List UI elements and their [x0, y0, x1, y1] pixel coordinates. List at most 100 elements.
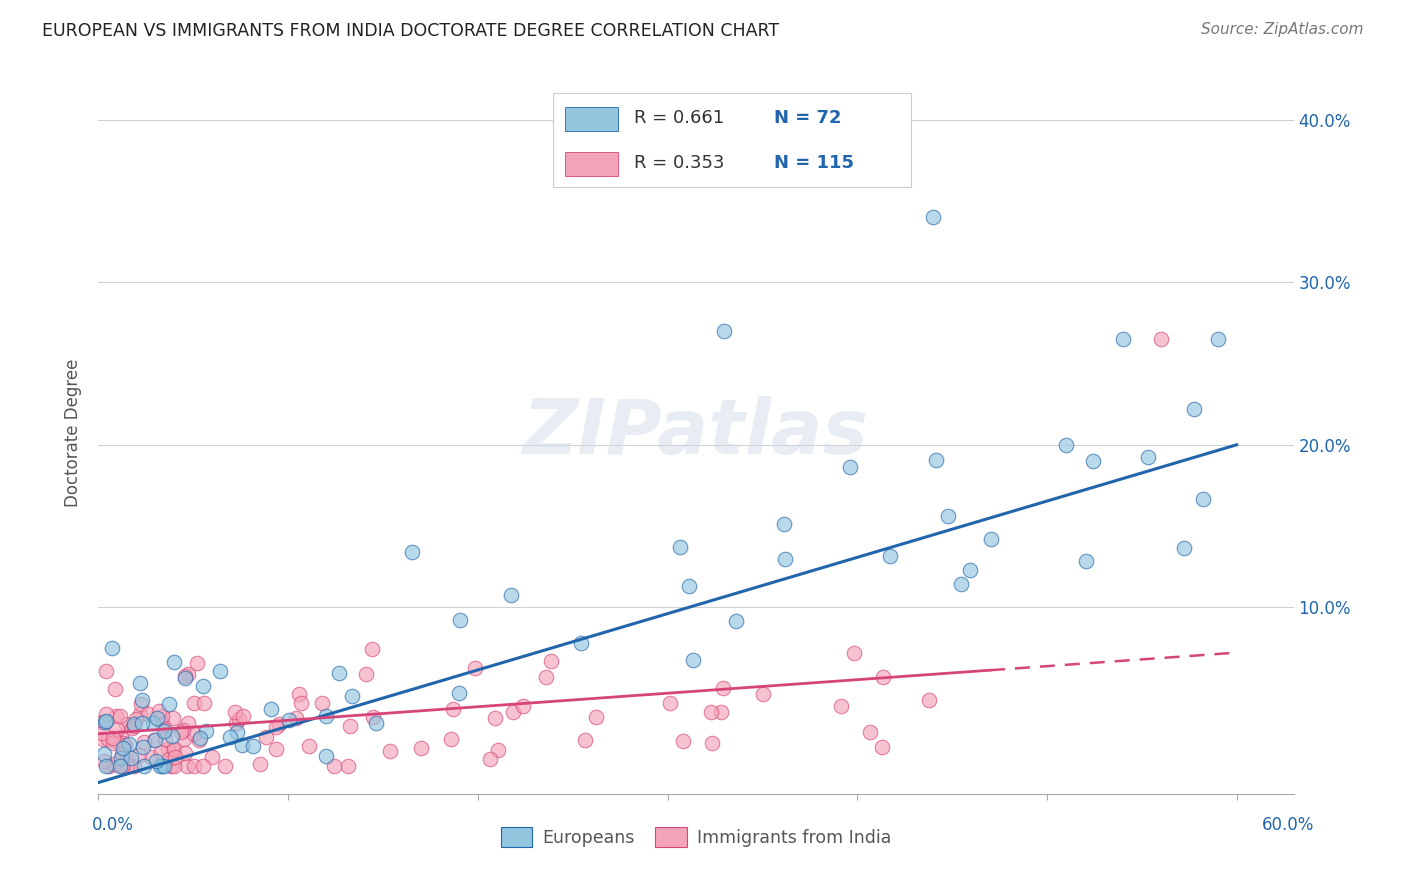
Point — [153, 724, 176, 739]
Text: N = 72: N = 72 — [773, 110, 841, 128]
Point — [1112, 332, 1135, 346]
Point — [122, 719, 145, 733]
Point — [669, 540, 692, 554]
Text: N = 115: N = 115 — [773, 154, 853, 172]
Point — [104, 682, 127, 697]
Point — [150, 745, 173, 759]
Point — [157, 752, 180, 766]
Point — [254, 730, 277, 744]
Point — [922, 211, 945, 225]
Point — [700, 705, 723, 719]
Point — [449, 613, 471, 627]
Point — [118, 738, 141, 752]
Point — [711, 681, 734, 695]
Point — [409, 740, 432, 755]
Point — [162, 742, 184, 756]
Point — [176, 759, 198, 773]
Point — [659, 696, 682, 710]
Point — [183, 727, 205, 741]
Point — [1192, 491, 1215, 506]
Point — [1206, 332, 1229, 346]
Point — [177, 667, 200, 681]
Point — [938, 509, 960, 524]
Point — [361, 710, 384, 724]
Point — [187, 732, 209, 747]
Point — [682, 653, 704, 667]
Point — [201, 750, 224, 764]
Point — [311, 696, 333, 710]
Point — [361, 642, 384, 657]
Point — [191, 759, 214, 773]
Point — [249, 757, 271, 772]
Point — [94, 714, 117, 728]
Point — [219, 730, 242, 744]
Y-axis label: Doctorate Degree: Doctorate Degree — [65, 359, 83, 507]
Point — [232, 709, 254, 723]
Point — [145, 711, 167, 725]
Point — [93, 754, 115, 768]
Point — [91, 726, 114, 740]
Point — [328, 665, 350, 680]
Point — [214, 759, 236, 773]
Point — [132, 759, 155, 773]
Point — [226, 724, 249, 739]
Point — [160, 729, 183, 743]
Point — [228, 712, 250, 726]
Legend: Europeans, Immigrants from India: Europeans, Immigrants from India — [494, 820, 898, 854]
Point — [153, 723, 176, 737]
Point — [188, 731, 211, 746]
Point — [142, 715, 165, 730]
Point — [132, 734, 155, 748]
Point — [97, 759, 120, 773]
FancyBboxPatch shape — [553, 93, 911, 187]
Point — [101, 640, 124, 655]
Point — [103, 757, 125, 772]
Point — [108, 759, 131, 773]
Point — [112, 741, 135, 756]
Point — [101, 736, 124, 750]
Point — [125, 712, 148, 726]
Point — [1076, 554, 1098, 568]
Point — [1182, 401, 1205, 416]
Point — [111, 759, 134, 773]
Point — [725, 615, 748, 629]
Point — [1173, 541, 1195, 555]
Point — [858, 724, 880, 739]
Point — [121, 721, 143, 735]
Point — [209, 665, 232, 679]
Point — [170, 725, 193, 739]
Point — [162, 711, 184, 725]
Point — [128, 748, 150, 763]
Point — [479, 752, 502, 766]
Point — [242, 739, 264, 754]
Point — [104, 734, 127, 748]
Point — [128, 676, 150, 690]
Point — [114, 738, 136, 752]
Point — [173, 669, 195, 683]
Point — [160, 759, 183, 773]
Point — [260, 702, 283, 716]
Point — [1054, 438, 1077, 452]
Text: Source: ZipAtlas.com: Source: ZipAtlas.com — [1201, 22, 1364, 37]
Point — [173, 747, 195, 761]
Point — [440, 731, 463, 746]
Text: EUROPEAN VS IMMIGRANTS FROM INDIA DOCTORATE DEGREE CORRELATION CHART: EUROPEAN VS IMMIGRANTS FROM INDIA DOCTOR… — [42, 22, 779, 40]
Point — [157, 697, 180, 711]
Point — [139, 749, 162, 764]
Point — [124, 759, 146, 773]
Point — [872, 670, 894, 684]
Point — [131, 698, 153, 712]
Point — [751, 687, 773, 701]
Point — [148, 704, 170, 718]
Point — [94, 759, 117, 773]
Point — [678, 579, 700, 593]
Point — [112, 759, 135, 773]
Point — [464, 661, 486, 675]
Point — [337, 759, 360, 773]
Point — [502, 705, 524, 719]
Point — [830, 698, 852, 713]
Point — [107, 722, 129, 736]
Point — [93, 747, 115, 761]
Text: 60.0%: 60.0% — [1263, 816, 1315, 834]
Point — [97, 731, 120, 746]
